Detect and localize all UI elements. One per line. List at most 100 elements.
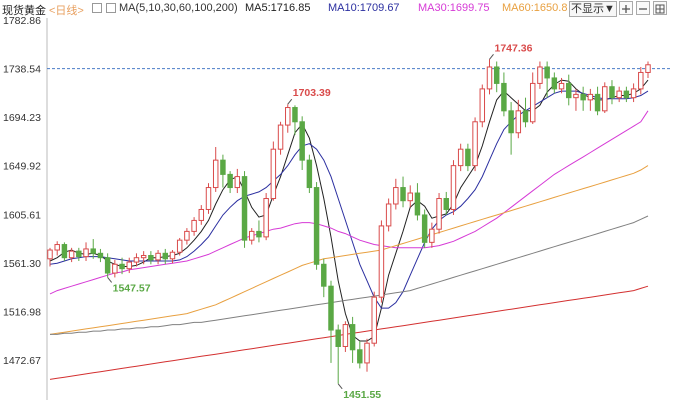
- candle-body: [342, 324, 349, 347]
- candle: [83, 242, 89, 261]
- candle: [169, 250, 176, 264]
- candle: [638, 66, 644, 95]
- candle-body: [407, 192, 413, 202]
- candle: [529, 72, 536, 124]
- candle: [321, 258, 327, 298]
- candle: [47, 247, 53, 267]
- candle: [342, 321, 349, 352]
- candle: [184, 228, 190, 245]
- candle-body: [594, 93, 601, 112]
- candle: [54, 241, 60, 256]
- candle: [443, 191, 449, 215]
- candle-body: [529, 82, 536, 123]
- candle: [97, 248, 104, 263]
- ma100-line: [50, 215, 649, 335]
- candle-body: [457, 148, 464, 167]
- candle: [450, 160, 457, 215]
- candle-body: [133, 257, 140, 263]
- candle-body: [623, 90, 630, 99]
- candle-body: [616, 90, 622, 99]
- ma60-value: MA60:1650.8: [502, 2, 568, 14]
- candle-body: [313, 187, 320, 265]
- candle: [205, 183, 212, 214]
- candle-body: [292, 107, 298, 123]
- candle: [364, 338, 370, 372]
- candle: [270, 141, 277, 201]
- candle-body: [551, 77, 558, 90]
- candle: [602, 82, 608, 114]
- candle-body: [544, 66, 550, 79]
- candle-body: [155, 252, 161, 261]
- candle-body: [321, 263, 327, 287]
- candle: [436, 193, 442, 234]
- minus-icon[interactable]: [636, 1, 650, 15]
- instrument-title: 现货黄金: [2, 5, 46, 17]
- candle-body: [47, 249, 53, 260]
- candle-body: [285, 107, 291, 126]
- candle-body: [638, 71, 644, 90]
- candle-body: [573, 93, 579, 99]
- candle: [407, 185, 413, 208]
- candle: [645, 61, 651, 78]
- candle: [573, 88, 579, 111]
- candle-body: [349, 324, 356, 351]
- candle: [335, 324, 341, 384]
- candle: [349, 316, 356, 363]
- candle-body: [371, 296, 377, 344]
- candle-body: [609, 86, 615, 99]
- candle-body: [385, 203, 392, 227]
- ma-checkbox-icon[interactable]: [106, 3, 116, 13]
- candle: [191, 217, 197, 236]
- ma10-value: MA10:1709.67: [328, 2, 400, 14]
- candle-body: [212, 159, 219, 189]
- candle: [357, 341, 363, 369]
- candle: [328, 280, 334, 363]
- candle-body: [119, 263, 125, 270]
- candle: [263, 193, 269, 241]
- candle-body: [277, 124, 284, 150]
- y-tick-label: 1472.67: [3, 355, 41, 367]
- candle-body: [508, 110, 514, 134]
- candle: [140, 251, 147, 265]
- hide-dropdown-button[interactable]: 不显示▼: [569, 1, 617, 17]
- candle-body: [566, 82, 572, 99]
- candle: [234, 168, 241, 194]
- candle: [465, 143, 471, 172]
- y-tick-label: 1605.61: [3, 209, 41, 221]
- candle: [104, 253, 111, 278]
- candle-body: [68, 250, 75, 259]
- local-high-annotation-pointer: [287, 98, 293, 105]
- period-selector[interactable]: <日线>: [49, 5, 84, 17]
- candle-body: [486, 66, 493, 90]
- candle: [580, 86, 586, 111]
- candle-body: [97, 252, 104, 259]
- candle-body: [256, 230, 262, 238]
- candle: [126, 257, 132, 274]
- y-tick-label: 1782.86: [3, 15, 41, 27]
- ma-settings-label[interactable]: MA(5,10,30,60,100,200): [119, 2, 238, 14]
- candle-body: [436, 198, 442, 230]
- add-icon[interactable]: [619, 1, 633, 15]
- candle-body: [587, 93, 594, 101]
- candle: [249, 228, 255, 245]
- candle: [537, 61, 543, 89]
- ma200-line: [49, 285, 649, 380]
- candle-body: [501, 82, 507, 112]
- candle-body: [176, 239, 183, 253]
- candle: [544, 61, 550, 98]
- candle-body: [61, 244, 68, 259]
- candle: [148, 251, 154, 265]
- period-checkbox-icon[interactable]: [92, 3, 102, 13]
- candle-body: [162, 252, 169, 260]
- candle-body: [414, 192, 421, 216]
- candle: [515, 99, 522, 139]
- candle-body: [602, 86, 608, 112]
- local-high-annotation: 1703.39: [293, 87, 331, 99]
- candle: [285, 104, 291, 133]
- candle-body: [580, 93, 586, 101]
- candle-body: [90, 248, 96, 254]
- candle-body: [227, 173, 233, 189]
- layout-icon[interactable]: [653, 1, 667, 15]
- candle: [306, 154, 313, 194]
